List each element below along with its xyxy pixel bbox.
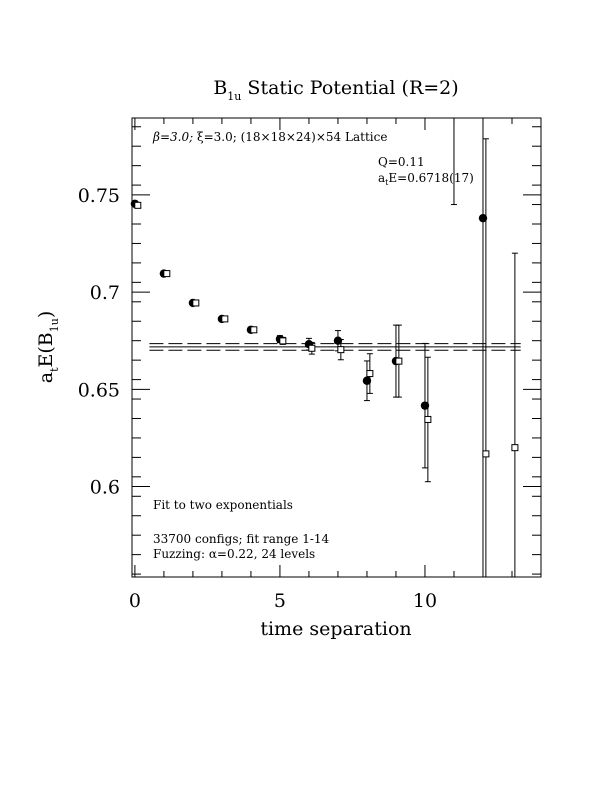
data-point-square [424,415,432,423]
y-axis-label: atE(B1u) [35,311,61,384]
fuzzing-annotation: Fuzzing: α=0.22, 24 levels [153,547,315,561]
data-point-square [221,315,229,323]
data-point-square [279,337,287,345]
q-value-annotation: Q=0.11 [378,155,425,169]
data-point-square [511,444,519,452]
data-point-circle [478,213,488,223]
data-points [130,118,519,577]
y-tick-label: 0.65 [78,379,120,401]
y-tick-label: 0.75 [78,185,120,207]
energy-annotation: atE=0.6718(17) [378,171,474,187]
x-tick-label: 0 [129,590,141,612]
fit-band [149,343,521,351]
data-point-circle [333,336,343,345]
data-point-circle [362,376,372,385]
configs-annotation: 33700 configs; fit range 1-14 [153,532,330,546]
tick-labels: 0 5 10 0.6 0.65 0.7 0.75 [78,185,437,612]
data-point-square [395,357,403,365]
y-tick-label: 0.6 [90,477,120,499]
data-point-square [366,370,374,378]
data-point-square [250,326,258,334]
data-point-square [482,450,490,458]
x-tick-label: 10 [413,590,437,612]
x-axis-label: time separation [260,618,411,640]
data-point-square [192,299,200,307]
data-point-square [308,344,316,352]
data-point-square [134,201,142,209]
fit-method-annotation: Fit to two exponentials [153,498,293,512]
chart-title: B1u Static Potential (R=2) [213,77,458,103]
lattice-annotation: β=3.0; ξ=3.0; (18×18×24)×54 Lattice [152,130,387,144]
axis-ticks [132,118,542,577]
data-point-circle [420,401,430,410]
x-tick-label: 5 [274,590,286,612]
y-tick-label: 0.7 [90,282,120,304]
data-point-square [337,346,345,354]
plot-frame [131,117,542,578]
data-point-square [163,270,171,278]
